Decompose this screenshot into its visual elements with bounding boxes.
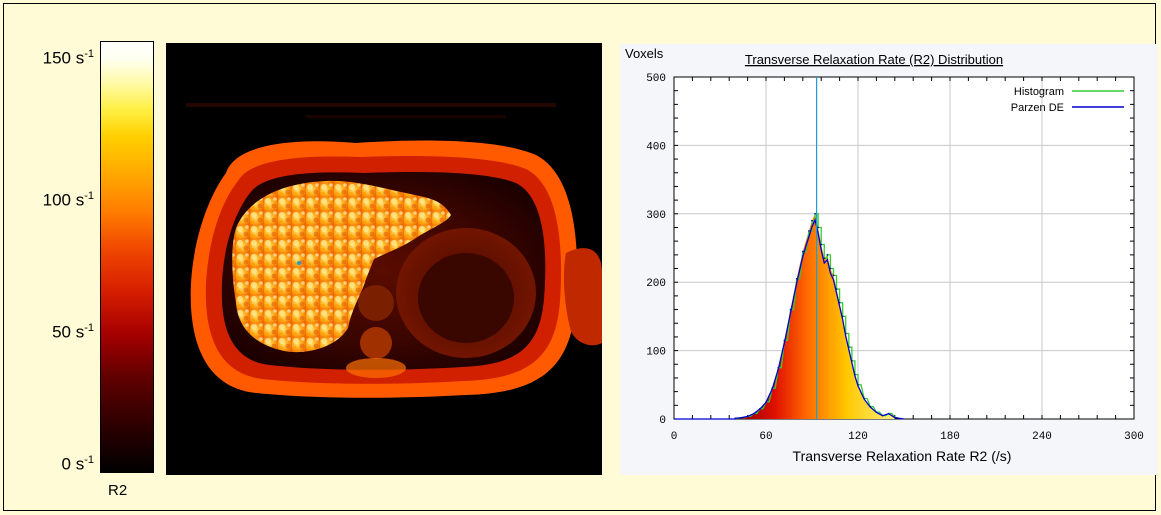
data-point [881,414,884,417]
data-point [759,407,761,410]
data-point [863,397,865,400]
histogram-svg: 0 60 120 180 240 300 0 100 200 300 400 500 Voxels Tra… [625,46,1144,464]
data-point [838,301,841,304]
parzen-de-line [674,217,905,420]
x-tick-label: 120 [848,431,868,443]
x-tick-label: 60 [759,431,772,443]
data-point [765,401,767,403]
data-point [887,412,890,415]
data-point [795,277,798,280]
data-point [752,412,755,415]
data-point [823,257,826,260]
x-tick-label: 240 [1032,431,1052,443]
y-tick-label: 100 [646,347,666,359]
colorbar-tick-label: 100 s-1 [42,190,94,210]
data-point [832,274,835,277]
data-point [771,387,773,390]
data-point [777,366,780,369]
data-point [826,254,829,256]
data-point [854,373,856,376]
mri-r2-map-image [166,43,602,475]
y-tick-label: 500 [646,73,666,85]
data-point [783,339,786,342]
y-tick-label: 400 [646,141,666,153]
x-tick-label: 180 [940,431,960,443]
data-point [820,243,822,246]
data-point [817,226,819,229]
figure-frame: 150 s-1 100 s-1 50 s-1 0 s-1 R2 [3,3,1158,511]
data-point [844,332,847,335]
data-point [746,415,749,418]
data-point [814,213,816,215]
histogram-line [735,213,898,419]
histogram-panel: 0 60 120 180 240 300 0 100 200 300 400 500 Voxels Tra… [620,44,1158,475]
data-point [857,384,859,386]
data-point [875,411,878,413]
legend-label: Histogram [1014,86,1064,98]
colorbar-tick-label: 150 s-1 [42,48,94,68]
data-point [811,219,813,222]
histogram-fill [735,213,895,419]
data-point [869,405,872,408]
data-point [734,417,737,420]
data-point [851,360,853,362]
y-tick-label: 300 [646,210,666,222]
data-point [802,250,804,253]
data-point [894,416,896,419]
x-axis-label: Transverse Relaxation Rate R2 (/s) [793,448,1012,464]
colorbar-title: R2 [108,482,128,499]
legend-label: Parzen DE [1011,102,1064,114]
data-point [740,416,743,419]
x-tick-label: 300 [1124,431,1144,443]
y-tick-label: 200 [646,278,666,290]
data-point [848,346,850,348]
data-point [829,267,832,270]
colorbar-tick-label: 50 s-1 [52,322,94,342]
x-tick-label: 0 [671,431,678,443]
plot-area [673,76,1135,420]
data-point [789,308,792,311]
y-tick-label: 0 [659,415,666,427]
colorbar-tick-label: 0 s-1 [61,454,94,474]
data-point [835,288,838,290]
data-point [808,230,810,232]
chart-title: Transverse Relaxation Rate (R2) Distribu… [745,52,1003,67]
r2-colorbar [100,41,154,473]
data-point [841,315,844,318]
y-axis-label: Voxels [625,46,664,61]
